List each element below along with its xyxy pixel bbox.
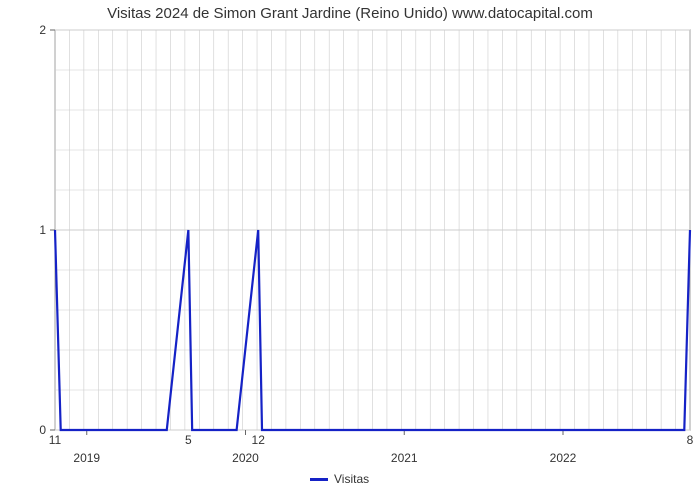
data-point-label: 8 [687, 433, 694, 447]
x-year-label: 2019 [73, 451, 100, 465]
x-axis: 2019 2020 2021 2022 [73, 430, 576, 465]
chart-title: Visitas 2024 de Simon Grant Jardine (Rei… [107, 5, 593, 22]
data-point-labels: 11 5 12 8 [49, 433, 694, 447]
y-tick-label: 2 [39, 23, 46, 37]
data-point-label: 12 [252, 433, 266, 447]
data-point-label: 11 [49, 433, 62, 447]
visits-line-chart: Visitas 2024 de Simon Grant Jardine (Rei… [0, 0, 700, 500]
grid [55, 30, 690, 430]
x-year-label: 2020 [232, 451, 259, 465]
legend-label: Visitas [334, 472, 369, 486]
legend-marker [310, 478, 328, 481]
x-year-label: 2021 [391, 451, 418, 465]
y-axis: 0 1 2 [39, 23, 55, 437]
legend: Visitas [310, 472, 369, 486]
y-tick-label: 0 [39, 423, 46, 437]
x-year-label: 2022 [550, 451, 577, 465]
y-tick-label: 1 [39, 223, 46, 237]
data-point-label: 5 [185, 433, 192, 447]
